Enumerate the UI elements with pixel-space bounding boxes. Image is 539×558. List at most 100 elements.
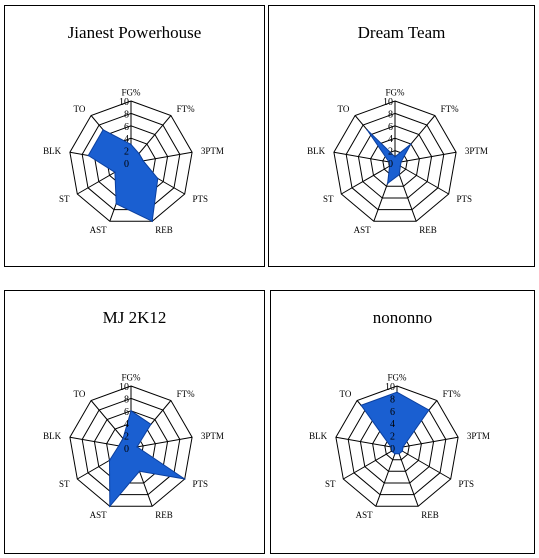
axis-label: BLK [43, 431, 62, 441]
data-point [108, 459, 111, 462]
axis-label: REB [419, 225, 437, 235]
data-point [157, 177, 159, 180]
tick-label: 4 [124, 419, 129, 430]
data-point [109, 505, 111, 508]
axis-spoke [375, 447, 398, 507]
axis-label: 3PTM [467, 431, 490, 441]
axis-label: 3PTM [465, 146, 488, 156]
tick-label: 0 [124, 159, 129, 170]
tick-label: 2 [124, 147, 129, 158]
tick-label: 8 [390, 394, 395, 405]
axis-label: AST [356, 510, 374, 520]
tick-label: 10 [119, 97, 129, 108]
tick-label: 8 [388, 109, 393, 120]
data-point [151, 220, 153, 223]
chart-panel: MJ 2K12 0 2 4 6 8 10 FG% FT% 3PTM PTS REB AST ST BLK T… [4, 290, 265, 554]
grid-ring [93, 410, 169, 484]
tick-label: 4 [390, 419, 395, 430]
data-point [136, 446, 138, 448]
data-point [399, 165, 402, 167]
axis-spoke [396, 436, 459, 449]
axis-label: BLK [43, 146, 62, 156]
tick-label: 8 [124, 109, 129, 120]
data-point [366, 129, 368, 131]
data-point [400, 161, 402, 163]
grid-ring [345, 112, 445, 211]
axis-label: REB [155, 225, 173, 235]
axis-label: ST [59, 479, 70, 489]
axis-label: ST [325, 479, 336, 489]
data-point [130, 410, 132, 412]
data-point [142, 160, 144, 162]
axis-label: FT% [443, 389, 462, 399]
grid-ring [335, 385, 459, 507]
axis-label: TO [338, 104, 350, 114]
data-point [360, 404, 362, 407]
data-point [130, 143, 132, 146]
data-point [401, 450, 404, 452]
axis-label: PTS [459, 479, 475, 489]
axis-label: ST [59, 194, 70, 204]
data-point [138, 470, 141, 473]
tick-label: 2 [388, 147, 393, 158]
axis-label: REB [155, 510, 173, 520]
chart-panel: Jianest Powerhouse 0 2 4 6 8 10 FG% FT% 3PTM PTS R… [4, 5, 265, 267]
grid-ring [81, 397, 181, 496]
tick-label: 6 [124, 407, 129, 418]
axis-spoke [333, 151, 396, 164]
chart-panel: Dream Team 0 2 4 6 8 10 FG% FT% 3PTM PTS REB AST ST B… [268, 5, 535, 267]
tick-label: 6 [124, 122, 129, 133]
axis-spoke [343, 447, 398, 480]
data-point [114, 171, 116, 174]
axis-label: 3PTM [201, 431, 224, 441]
data-point [388, 165, 391, 167]
series-area [366, 129, 412, 185]
axis-spoke [341, 162, 396, 195]
axis-label: FT% [177, 104, 196, 114]
data-point [115, 203, 117, 205]
axis-label: FT% [441, 104, 460, 114]
axis-label: FT% [177, 389, 196, 399]
axis-label: TO [340, 389, 352, 399]
axis-spoke [396, 447, 419, 507]
axis-spoke [394, 162, 449, 195]
tick-label: 2 [390, 432, 395, 443]
data-point [138, 152, 140, 155]
tick-label: 6 [390, 407, 395, 418]
axis-label: 3PTM [201, 146, 224, 156]
axis-label: BLK [309, 431, 328, 441]
data-point [386, 182, 389, 185]
grid-ring [69, 385, 193, 507]
series-area [108, 409, 185, 508]
data-point [398, 173, 400, 176]
axis-label: ST [323, 194, 334, 204]
data-point [390, 450, 393, 452]
chart-title: Dream Team [357, 23, 446, 42]
data-point [102, 129, 104, 131]
grid-ring [357, 125, 433, 199]
tick-label: 8 [124, 394, 129, 405]
tick-label: 2 [124, 432, 129, 443]
axis-spoke [394, 151, 457, 164]
data-point [150, 423, 152, 426]
data-point [394, 453, 396, 455]
axis-label: PTS [193, 194, 209, 204]
data-point [390, 446, 392, 448]
axis-label: FG% [121, 88, 141, 98]
axis-spoke [130, 436, 193, 449]
grid-ring [359, 410, 435, 484]
data-point [428, 409, 430, 411]
axis-label: TO [74, 104, 86, 114]
tick-label: 0 [390, 444, 395, 455]
chart-title: Jianest Powerhouse [67, 23, 202, 42]
grid-ring [333, 100, 457, 222]
tick-label: 6 [388, 122, 393, 133]
axis-label: AST [354, 225, 372, 235]
axis-label: AST [90, 225, 108, 235]
data-point [410, 143, 412, 145]
tick-label: 10 [383, 97, 393, 108]
axis-label: REB [421, 510, 439, 520]
